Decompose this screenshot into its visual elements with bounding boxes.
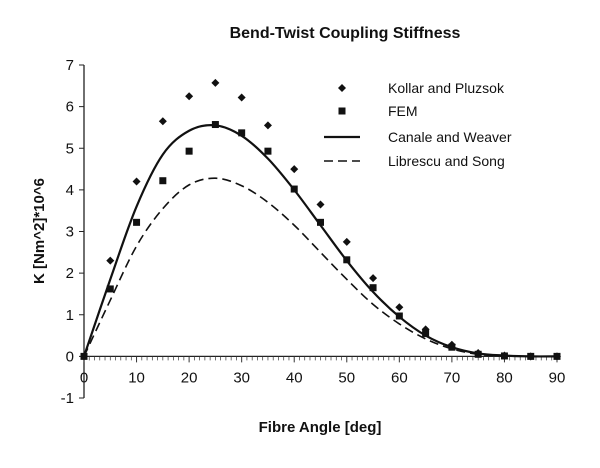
legend-label: Librescu and Song: [388, 153, 505, 169]
point-kollar-pluzsok: [211, 78, 220, 87]
legend-label: Canale and Weaver: [388, 129, 512, 145]
point-fem: [106, 285, 114, 293]
point-fem: [395, 312, 403, 320]
point-kollar-pluzsok: [316, 200, 325, 209]
x-tick-label: 70: [444, 369, 461, 386]
point-kollar-pluzsok: [132, 177, 141, 186]
point-kollar-pluzsok: [158, 117, 167, 126]
point-fem: [343, 256, 351, 264]
y-tick-label: 4: [66, 182, 74, 199]
point-fem: [238, 129, 246, 137]
x-tick-label: 20: [181, 369, 198, 386]
point-fem: [133, 218, 141, 226]
point-fem: [474, 350, 482, 358]
legend-label: Kollar and Pluzsok: [388, 80, 505, 96]
point-fem: [448, 343, 456, 351]
point-kollar-pluzsok: [395, 303, 404, 312]
legend: Kollar and Pluzsok FEM Canale and Weaver Li…: [324, 80, 512, 169]
x-tick-label: 40: [286, 369, 303, 386]
x-tick-label: 80: [496, 369, 513, 386]
legend-marker-square: [338, 107, 346, 115]
x-tick-label: 50: [338, 369, 355, 386]
legend-label: FEM: [388, 103, 418, 119]
point-kollar-pluzsok: [106, 256, 115, 265]
point-fem: [211, 121, 219, 129]
x-tick-label: 60: [391, 369, 408, 386]
x-tick-label: 30: [233, 369, 250, 386]
point-kollar-pluzsok: [369, 274, 378, 283]
point-fem: [290, 185, 298, 193]
point-kollar-pluzsok: [263, 121, 272, 130]
chart-title: Bend-Twist Coupling Stiffness: [230, 25, 461, 42]
point-fem: [422, 329, 430, 337]
x-tick-label: 10: [128, 369, 145, 386]
y-tick-label: 7: [66, 57, 74, 74]
y-tick-label: 2: [66, 265, 74, 282]
point-fem: [264, 147, 272, 155]
y-tick-label: 5: [66, 140, 74, 157]
x-tick-label: 90: [549, 369, 566, 386]
point-kollar-pluzsok: [237, 93, 246, 102]
point-fem: [185, 147, 193, 155]
y-tick-label: 0: [66, 348, 74, 365]
point-fem: [317, 218, 324, 226]
point-fem: [527, 352, 535, 360]
legend-marker-diamond: [338, 84, 346, 92]
point-kollar-pluzsok: [185, 92, 194, 101]
y-tick-label: 1: [66, 307, 74, 324]
point-kollar-pluzsok: [290, 165, 299, 174]
point-fem: [369, 284, 377, 292]
point-fem: [80, 352, 88, 360]
point-fem: [159, 177, 167, 185]
point-fem: [500, 352, 508, 360]
y-tick-label: -1: [61, 390, 74, 407]
y-axis-label: K [Nm^2]*10^6: [31, 178, 48, 284]
x-axis-label: Fibre Angle [deg]: [259, 419, 382, 436]
y-tick-label: 6: [66, 99, 74, 116]
x-tick-label: 0: [80, 369, 88, 386]
y-tick-label: 3: [66, 224, 74, 241]
point-kollar-pluzsok: [342, 237, 351, 246]
point-fem: [553, 352, 561, 360]
